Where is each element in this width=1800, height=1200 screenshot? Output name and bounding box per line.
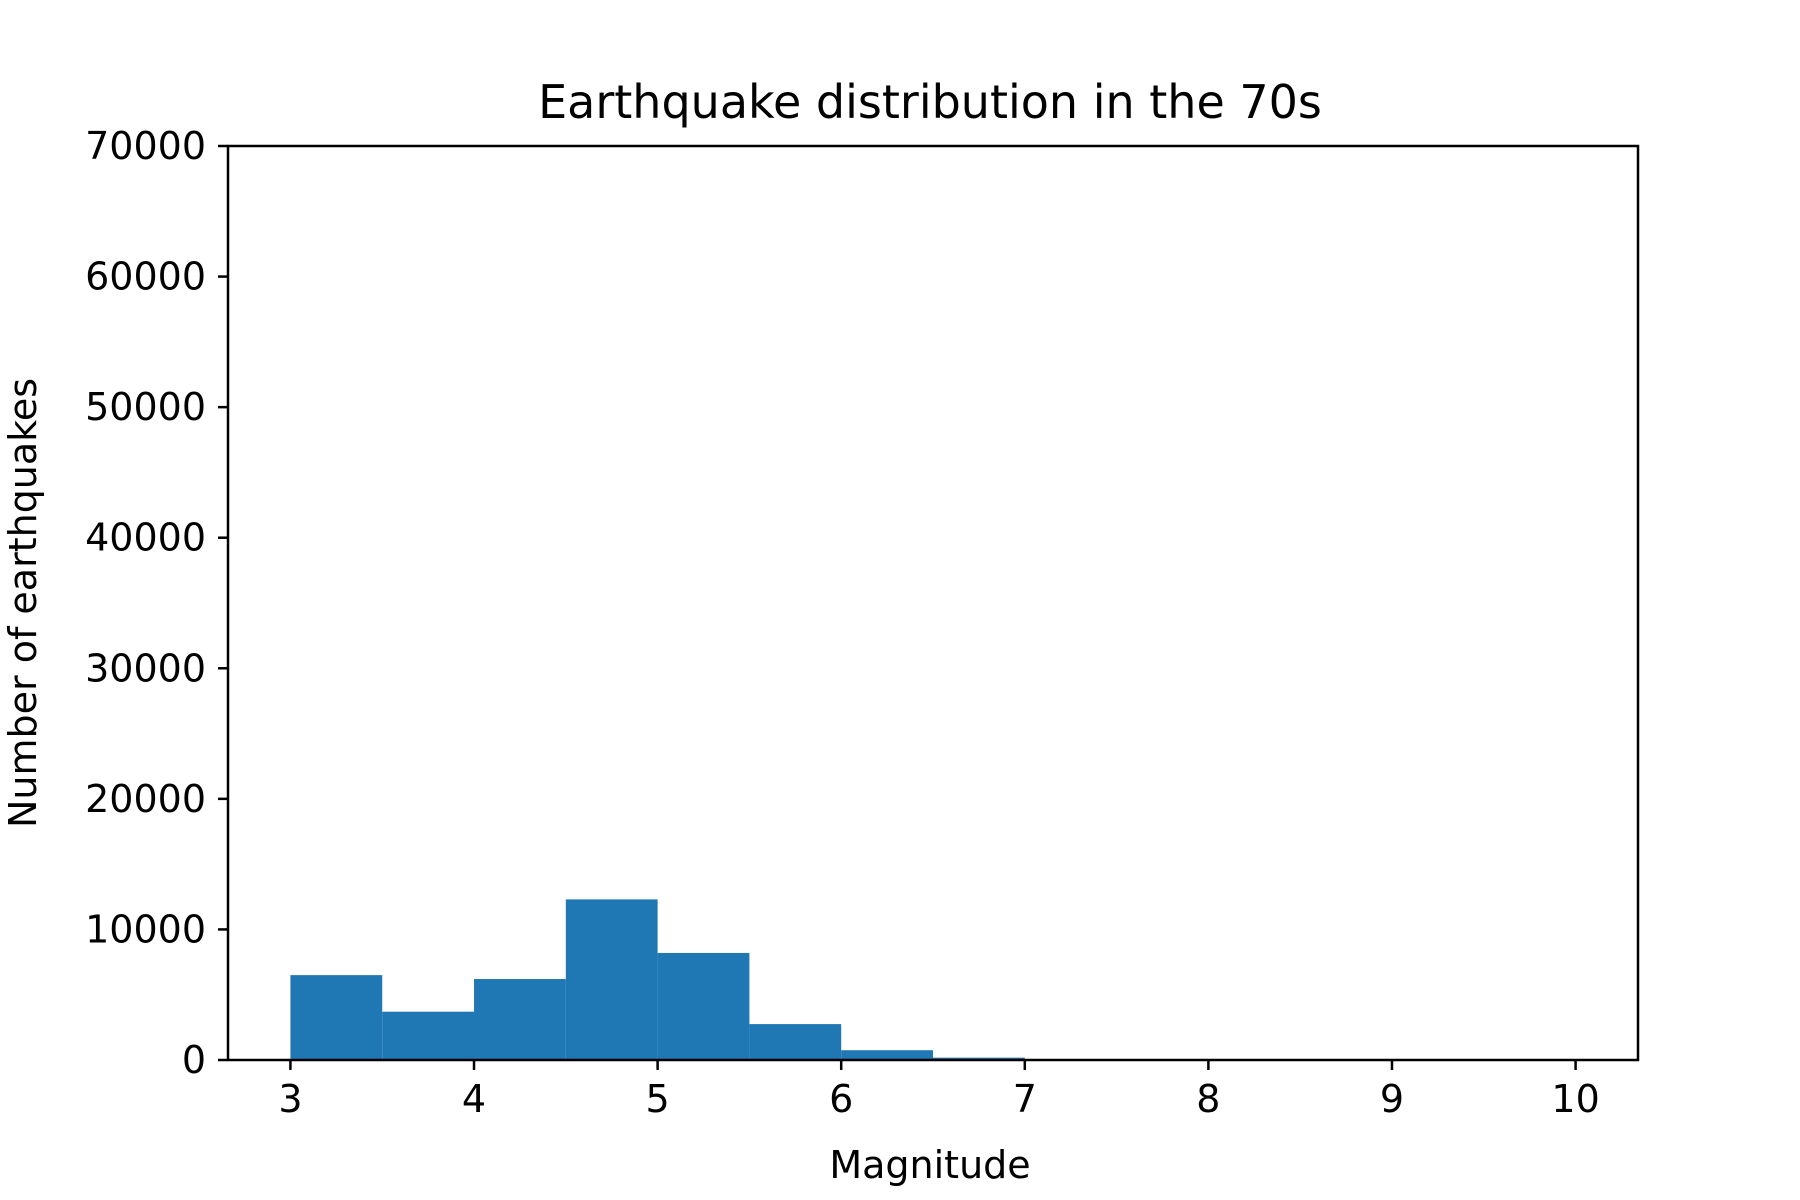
x-axis-label: Magnitude [829, 1143, 1030, 1187]
x-tick-label-5: 8 [1196, 1077, 1220, 1121]
histogram-bar-2 [474, 979, 566, 1060]
y-axis-ticks: 0 10000 20000 30000 40000 50000 60000 70000 [85, 124, 228, 1082]
x-tick-label-4: 7 [1013, 1077, 1037, 1121]
histogram-bar-0 [290, 975, 383, 1060]
y-tick-label-1: 10000 [85, 907, 206, 951]
x-tick-label-3: 6 [829, 1077, 853, 1121]
x-tick-label-6: 9 [1380, 1077, 1404, 1121]
histogram-bar-6 [841, 1050, 933, 1060]
x-tick-label-2: 5 [646, 1077, 670, 1121]
y-tick-label-5: 50000 [85, 385, 206, 429]
y-tick-label-0: 0 [182, 1038, 206, 1082]
y-tick-label-2: 20000 [85, 777, 206, 821]
y-tick-label-3: 30000 [85, 646, 206, 690]
y-tick-label-7: 70000 [85, 124, 206, 168]
y-axis-label: Number of earthquakes [1, 378, 45, 828]
plot-frame [226, 144, 1640, 1062]
x-tick-label-7: 10 [1551, 1077, 1599, 1121]
bars-group [290, 899, 1301, 1060]
histogram-bar-4 [657, 952, 750, 1060]
histogram-bar-5 [749, 1024, 842, 1060]
x-tick-label-0: 3 [278, 1077, 302, 1121]
y-tick-label-6: 60000 [85, 255, 206, 299]
histogram-bar-1 [382, 1011, 475, 1060]
x-axis-ticks: 3 4 5 6 7 8 9 10 [278, 1060, 1600, 1121]
x-tick-label-1: 4 [462, 1077, 486, 1121]
chart-title: Earthquake distribution in the 70s [538, 75, 1322, 129]
y-tick-label-4: 40000 [85, 516, 206, 560]
histogram-bar-3 [565, 899, 658, 1060]
